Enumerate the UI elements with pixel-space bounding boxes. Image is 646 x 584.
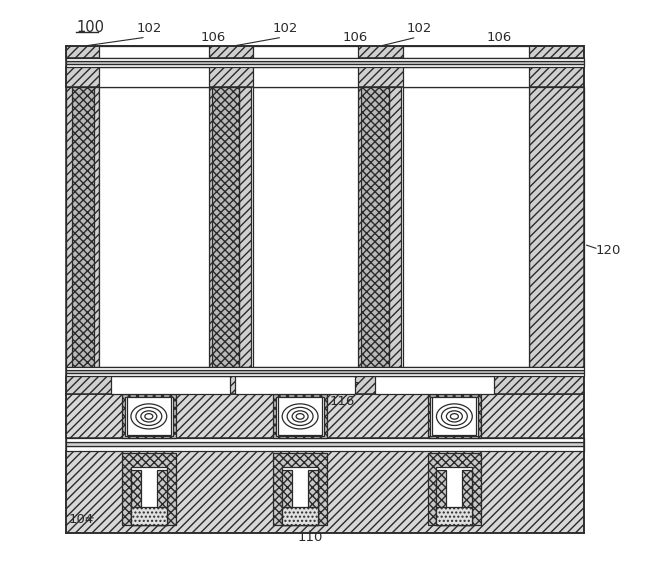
Bar xyxy=(402,87,529,367)
Bar xyxy=(67,373,584,376)
Bar xyxy=(308,470,318,525)
Bar xyxy=(389,87,401,367)
Text: 116: 116 xyxy=(330,395,355,408)
Bar xyxy=(157,470,167,525)
Bar xyxy=(67,46,584,58)
Bar xyxy=(282,507,318,525)
Bar xyxy=(125,397,172,436)
Bar xyxy=(276,397,324,436)
Bar xyxy=(402,67,529,87)
Bar xyxy=(67,442,584,446)
Bar xyxy=(432,397,476,435)
Text: 104: 104 xyxy=(68,513,94,526)
Bar xyxy=(428,453,481,525)
Text: 106: 106 xyxy=(486,31,512,44)
Bar xyxy=(428,394,481,439)
Bar xyxy=(67,67,584,87)
Bar xyxy=(67,87,99,367)
Text: 106: 106 xyxy=(342,31,368,44)
Text: 102: 102 xyxy=(136,22,162,35)
Bar xyxy=(361,87,389,367)
Bar xyxy=(375,376,494,394)
Text: 110: 110 xyxy=(297,531,323,544)
Bar xyxy=(235,376,355,394)
Bar xyxy=(131,470,141,525)
Bar xyxy=(67,394,584,439)
Bar xyxy=(67,370,584,373)
Text: 106: 106 xyxy=(201,31,226,44)
Bar xyxy=(99,46,209,58)
Bar xyxy=(463,470,472,525)
Bar xyxy=(72,87,94,367)
Bar xyxy=(131,507,167,525)
Text: 100: 100 xyxy=(76,20,104,35)
Bar xyxy=(67,376,584,394)
Bar xyxy=(211,87,240,367)
Bar xyxy=(253,67,358,87)
Text: 102: 102 xyxy=(273,22,298,35)
Bar xyxy=(209,87,220,367)
Bar xyxy=(282,470,292,525)
Bar xyxy=(99,67,209,87)
Bar xyxy=(253,87,358,367)
Text: 120: 120 xyxy=(596,244,621,257)
Bar xyxy=(122,394,176,439)
Bar xyxy=(131,467,167,525)
Bar xyxy=(67,64,584,67)
Bar xyxy=(67,446,584,451)
Text: 117: 117 xyxy=(335,381,360,394)
Bar xyxy=(273,394,327,439)
Bar xyxy=(67,61,584,64)
Bar xyxy=(402,46,529,58)
Bar xyxy=(278,397,322,435)
Bar xyxy=(437,467,472,525)
Bar xyxy=(358,87,370,367)
Bar xyxy=(67,451,584,533)
Bar xyxy=(437,507,472,525)
Bar xyxy=(273,453,327,525)
Bar xyxy=(99,87,209,367)
Bar xyxy=(240,87,251,367)
Bar xyxy=(67,439,584,442)
Bar xyxy=(67,58,584,61)
Bar xyxy=(127,397,171,435)
Bar xyxy=(67,367,584,370)
Text: 102: 102 xyxy=(407,22,432,35)
Bar xyxy=(529,87,584,367)
Bar xyxy=(282,467,318,525)
Bar xyxy=(437,470,446,525)
Bar xyxy=(430,397,478,436)
Bar xyxy=(253,46,358,58)
Bar xyxy=(111,376,231,394)
Bar xyxy=(122,453,176,525)
